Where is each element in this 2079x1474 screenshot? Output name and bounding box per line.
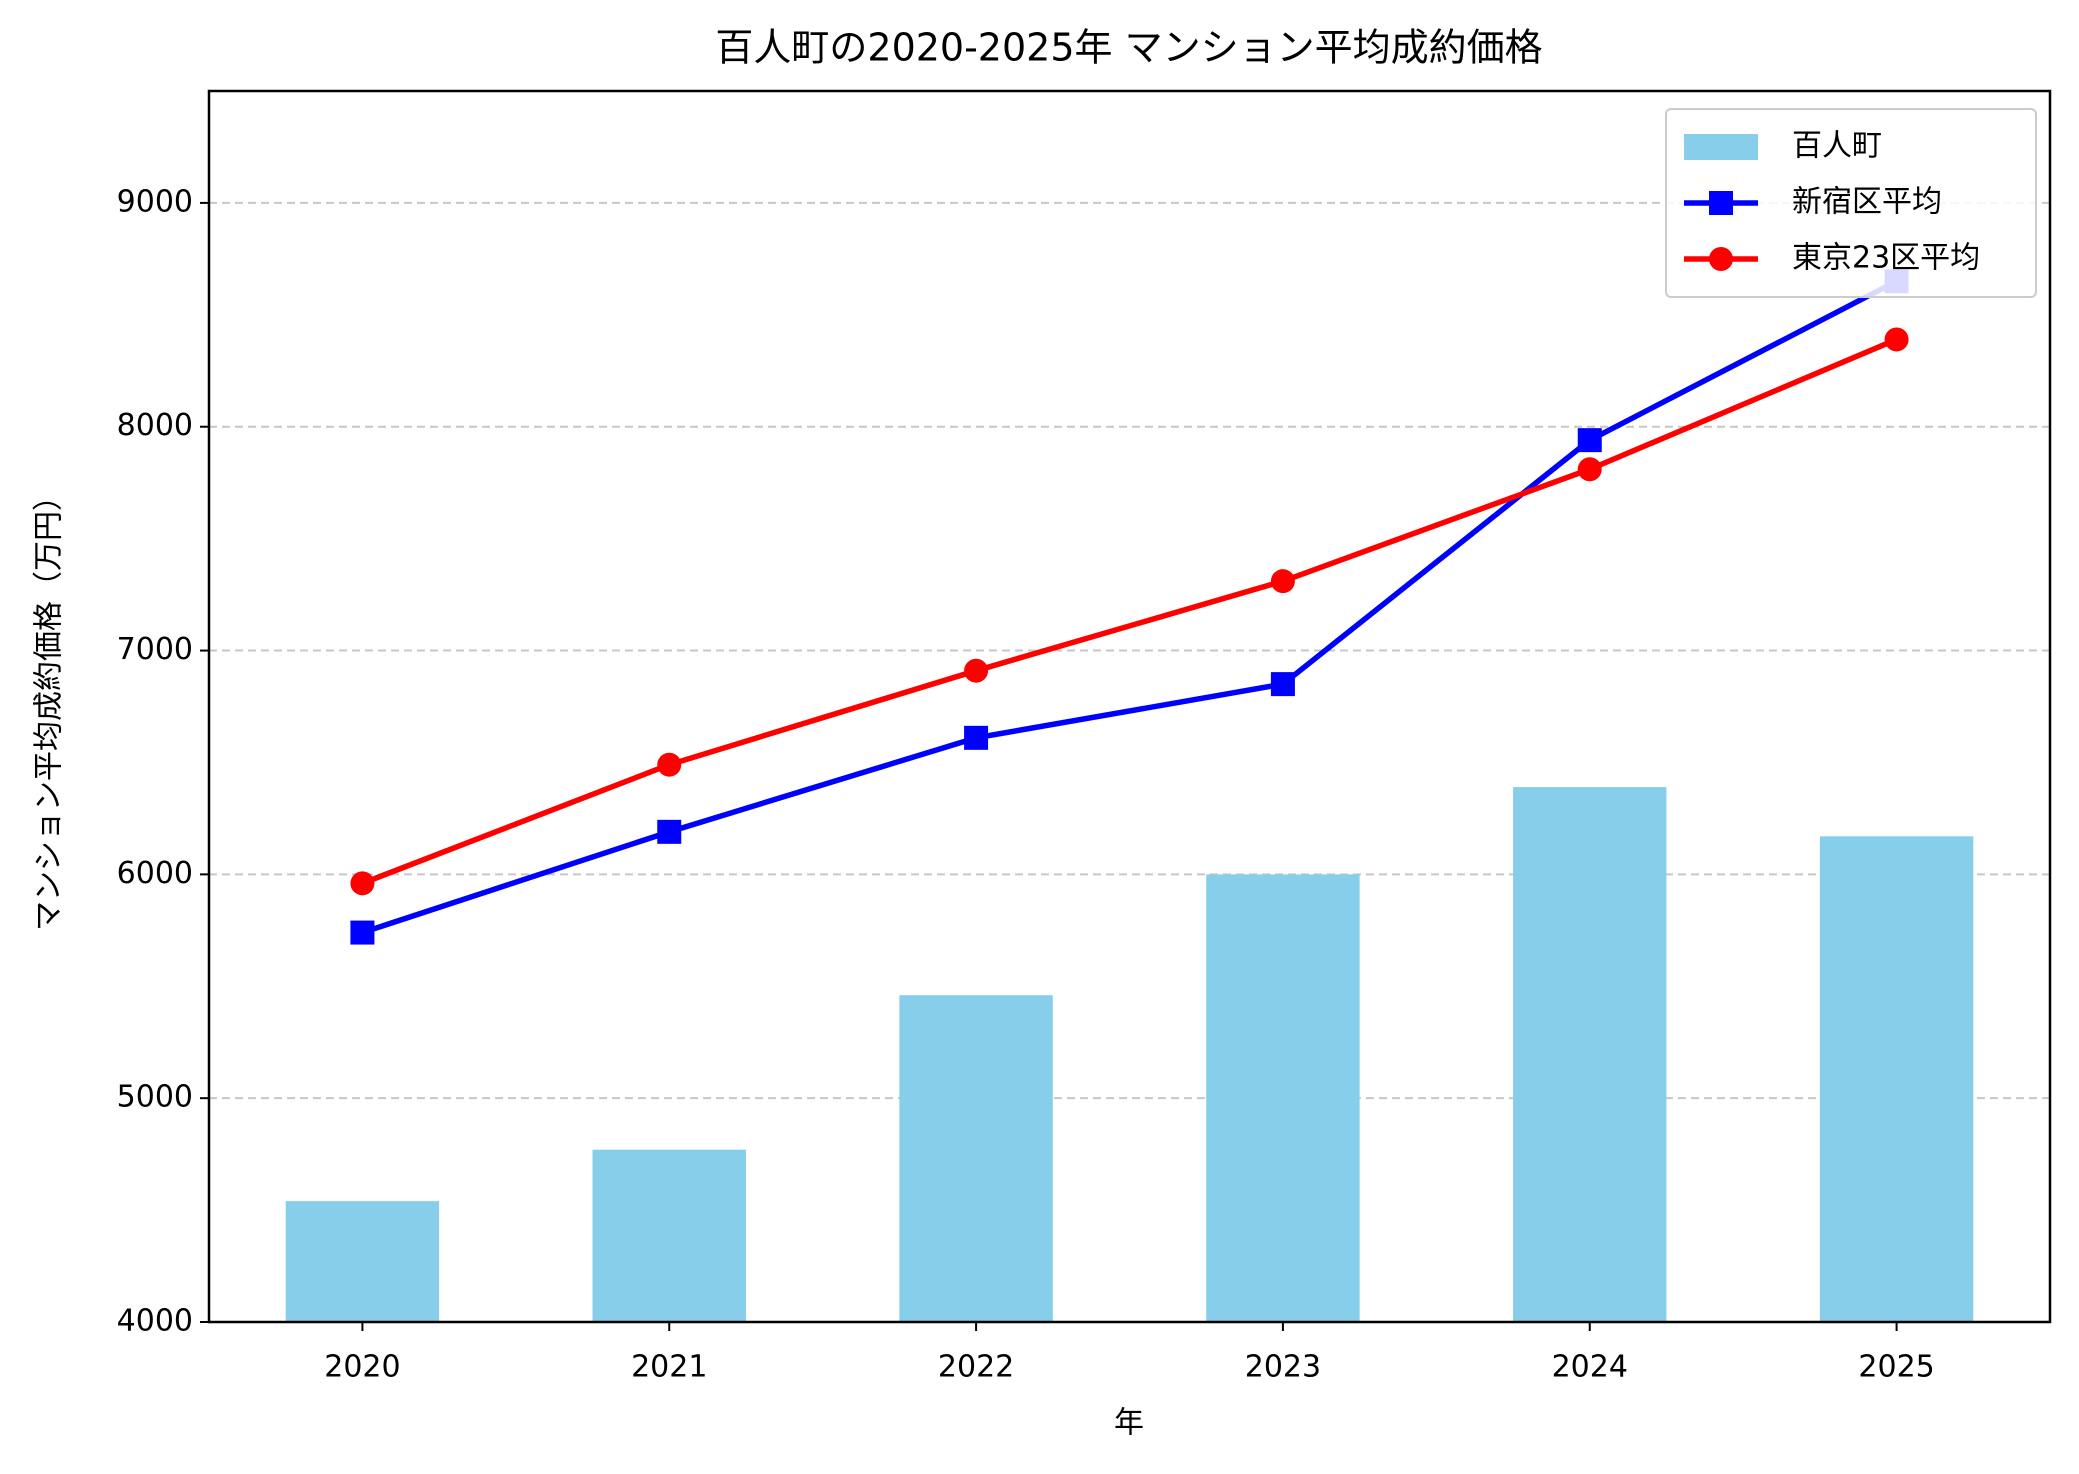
x-axis-label: 年 [1114, 1406, 1144, 1441]
point [1270, 672, 1295, 697]
legend-label: 東京23区平均 [1792, 241, 1980, 276]
legend-marker [1709, 191, 1733, 215]
x-tick-label: 2023 [1245, 1350, 1321, 1385]
y-tick-label: 8000 [117, 408, 193, 443]
point [1577, 457, 1602, 482]
x-tick-label: 2024 [1552, 1350, 1628, 1385]
y-axis-label: マンション平均成約価格（万円） [32, 481, 67, 931]
point [657, 752, 682, 777]
point [657, 819, 682, 844]
bar [285, 1201, 440, 1322]
y-tick-label: 4000 [117, 1304, 193, 1339]
bar [1513, 787, 1667, 1322]
point [1577, 428, 1602, 453]
x-tick-label: 2020 [324, 1350, 400, 1385]
point [1884, 327, 1909, 352]
x-tick-label: 2022 [938, 1350, 1014, 1385]
legend-box [1665, 108, 2037, 298]
point [350, 920, 375, 945]
bar [592, 1149, 746, 1322]
y-tick-label: 5000 [117, 1080, 193, 1115]
x-tick-label: 2025 [1858, 1350, 1934, 1385]
x-tick-label: 2021 [631, 1350, 707, 1385]
y-tick-label: 9000 [117, 184, 193, 219]
point [1270, 569, 1295, 594]
point [964, 725, 989, 750]
bar [1819, 836, 1974, 1322]
point [964, 658, 989, 683]
y-tick-label: 7000 [117, 632, 193, 667]
legend-label: 百人町 [1792, 129, 1882, 164]
line [361, 336, 1898, 886]
y-tick-label: 6000 [117, 856, 193, 891]
bar [1206, 874, 1360, 1322]
legend-marker [1709, 247, 1733, 271]
chart-title: 百人町の2020-2025年 マンション平均成約価格 [715, 26, 1542, 70]
legend-label: 新宿区平均 [1792, 185, 1942, 220]
line [361, 278, 1898, 936]
bar [899, 995, 1053, 1322]
point [350, 871, 375, 896]
plot-frame [207, 89, 2052, 1324]
legend-swatch [1684, 134, 1758, 160]
